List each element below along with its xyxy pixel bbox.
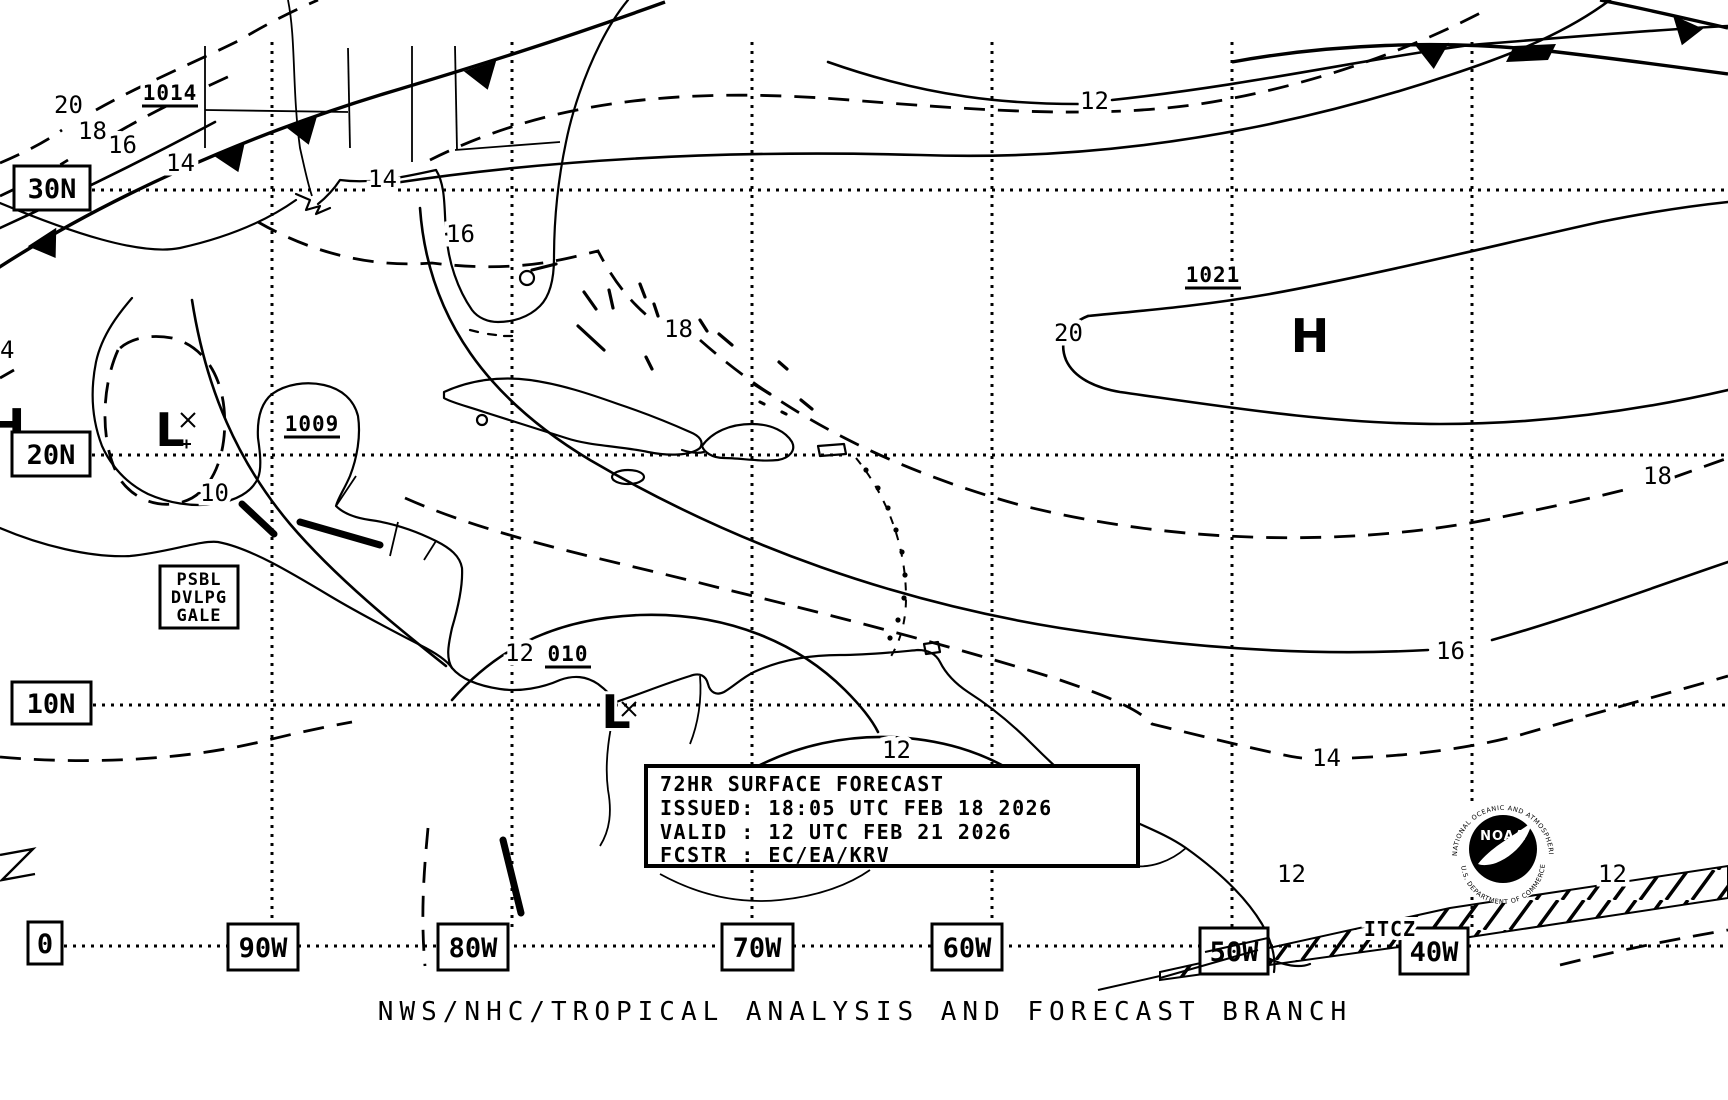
- pressure-values: 1014 1021 1009 010: [138, 77, 1244, 671]
- longitude-axis: 90W 80W 70W 60W 50W 40W: [226, 922, 1470, 976]
- forecast-forecaster: FCSTR : EC/EA/KRV: [660, 843, 890, 867]
- itcz-band: [1097, 864, 1728, 991]
- low-symbol: L: [155, 403, 184, 457]
- latitude-axis: 30N 20N 10N 0: [10, 164, 93, 966]
- isobar-label: 14: [1312, 744, 1341, 772]
- lat-label-10n: 10N: [27, 689, 76, 720]
- isobar-label: 12: [1277, 860, 1306, 888]
- itcz-zigzag-icon: [0, 847, 37, 882]
- noaa-ring-top-text: NATIONAL OCEANIC AND ATMOSPHERIC ADMINIS…: [0, 0, 1554, 856]
- branch-title: NWS/NHC/TROPICAL ANALYSIS AND FORECAST B…: [378, 997, 1352, 1027]
- forecast-issued: ISSUED: 18:05 UTC FEB 18 2026: [660, 796, 1053, 820]
- isobars-solid: [0, 0, 1728, 808]
- gale-line-1: PSBL: [177, 570, 222, 590]
- lon-label-40w: 40W: [1410, 937, 1460, 968]
- isobar-label: 18: [1643, 462, 1672, 490]
- isobar-label: 16: [446, 220, 475, 248]
- forecast-valid: VALID : 12 UTC FEB 21 2026: [660, 820, 1012, 844]
- itcz-label: ITCZ: [1364, 917, 1416, 941]
- isobar-label: 12: [1080, 87, 1109, 115]
- lat-label-30n: 30N: [28, 174, 77, 205]
- noaa-name: NOAA: [1480, 829, 1526, 844]
- isobar-label: 12: [882, 736, 911, 764]
- lon-label-80w: 80W: [449, 933, 499, 964]
- itcz-band-tip: [1159, 937, 1269, 979]
- isobar-label: 12: [1598, 860, 1627, 888]
- gale-warning-box: PSBL DVLPG GALE: [158, 564, 240, 630]
- lon-label-90w: 90W: [239, 933, 289, 964]
- isobar-label: 14: [166, 149, 195, 177]
- isobar-label: 10: [200, 479, 229, 507]
- isobar-label: 20: [54, 91, 83, 119]
- pressure-value: 1014: [143, 81, 198, 105]
- pressure-value: 1009: [285, 412, 340, 436]
- lesser-antilles: [863, 467, 908, 641]
- isobar-label: 18: [78, 117, 107, 145]
- isobar-label: 4: [0, 336, 14, 364]
- gale-line-3: GALE: [177, 606, 222, 626]
- trough-lines: [238, 500, 525, 917]
- isobar-label: 14: [368, 165, 397, 193]
- isobar-label: 18: [664, 315, 693, 343]
- bahamas-islands: [530, 262, 814, 416]
- cold-fronts: [0, 0, 1728, 269]
- lon-label-70w: 70W: [733, 933, 783, 964]
- lat-label-0: 0: [37, 929, 53, 960]
- lon-label-60w: 60W: [943, 933, 993, 964]
- pressure-value: 1021: [1186, 263, 1241, 287]
- forecast-info-box: 72HR SURFACE FORECAST ISSUED: 18:05 UTC …: [644, 764, 1140, 868]
- high-symbol: H: [1291, 309, 1330, 363]
- pressure-centers: H H L L: [0, 306, 1332, 742]
- lat-label-20n: 20N: [27, 440, 76, 471]
- isobars-dashed: [0, 0, 1728, 967]
- isobar-labels: 20 18 16 14 14 16 12 18 20 18 16 14 12 1…: [0, 83, 1676, 893]
- forecast-title: 72HR SURFACE FORECAST: [660, 772, 944, 796]
- isobar-label: 16: [108, 131, 137, 159]
- isobar-label: 12: [505, 639, 534, 667]
- gale-line-2: DVLPG: [171, 588, 227, 608]
- pressure-value: 010: [548, 642, 589, 666]
- isobar-label: 20: [1054, 319, 1083, 347]
- isobar-label: 16: [1436, 637, 1465, 665]
